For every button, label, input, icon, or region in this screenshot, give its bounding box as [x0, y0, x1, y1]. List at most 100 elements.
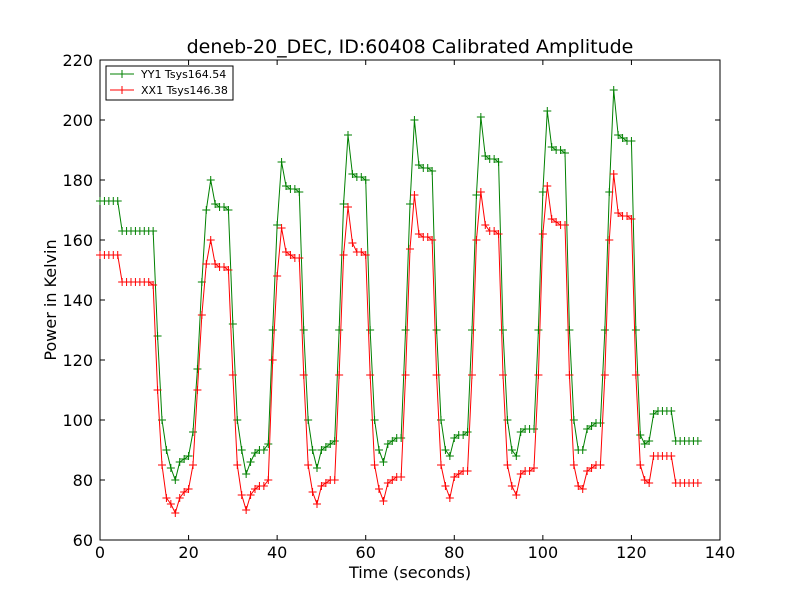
series-lines [96, 86, 702, 517]
data-point [189, 428, 197, 436]
data-point [494, 158, 503, 166]
x-tick-label: 20 [178, 543, 198, 562]
data-point [180, 488, 189, 496]
data-point [361, 251, 370, 259]
data-point [113, 251, 122, 259]
data-point [321, 479, 330, 487]
data-point [304, 461, 313, 469]
data-point [401, 326, 410, 334]
data-point [206, 176, 215, 184]
y-tick-label: 60 [73, 531, 93, 550]
data-point [321, 443, 330, 451]
data-point [667, 452, 676, 460]
data-point [189, 461, 197, 469]
data-point [282, 182, 290, 190]
x-tick-label: 80 [444, 543, 464, 562]
data-point [259, 482, 268, 490]
x-tick-label: 120 [616, 543, 647, 562]
data-point [228, 320, 237, 328]
x-axis-label: Time (seconds) [348, 563, 471, 582]
data-point [330, 476, 339, 484]
data-point [432, 371, 441, 379]
data-point [379, 458, 388, 466]
data-point [308, 488, 317, 496]
data-point [144, 278, 153, 286]
data-point [313, 500, 321, 508]
y-axis-label: Power in Kelvin [41, 239, 60, 360]
data-point [397, 473, 406, 481]
data-point [202, 260, 211, 268]
data-point [627, 215, 636, 223]
data-point [246, 491, 255, 499]
data-point [286, 251, 295, 259]
x-tick-label: 40 [267, 543, 287, 562]
data-point [534, 326, 543, 334]
data-point [543, 182, 552, 190]
y-tick-label: 100 [62, 411, 93, 430]
data-point [175, 458, 184, 466]
data-point [175, 494, 184, 502]
data-point [259, 446, 268, 454]
y-tick-label: 140 [62, 291, 93, 310]
x-tick-label: 60 [356, 543, 376, 562]
data-point [383, 479, 392, 487]
data-point [317, 446, 326, 454]
data-point [193, 386, 202, 394]
data-point [468, 326, 476, 334]
data-point [348, 170, 357, 178]
data-point [667, 407, 676, 415]
data-point [543, 107, 552, 115]
data-point [375, 485, 383, 493]
data-point [538, 188, 547, 196]
data-point [388, 437, 397, 445]
data-point [516, 428, 525, 436]
data-point [335, 371, 344, 379]
data-point [631, 371, 640, 379]
data-point [481, 152, 490, 160]
data-point [251, 485, 259, 493]
data-point [273, 221, 282, 229]
data-point [237, 446, 246, 454]
data-point [561, 149, 569, 157]
data-point [596, 419, 605, 427]
data-point [193, 365, 202, 373]
data-point [295, 188, 304, 196]
data-point [490, 155, 499, 163]
y-tick-label: 120 [62, 351, 93, 370]
data-point [414, 161, 423, 169]
series-2 [96, 170, 702, 517]
data-point [406, 200, 414, 208]
data-point [220, 203, 228, 211]
data-point [357, 248, 366, 256]
data-point [299, 371, 308, 379]
data-point [565, 326, 574, 334]
data-point [645, 479, 654, 487]
data-point [202, 206, 211, 214]
data-point [242, 506, 251, 514]
data-point [636, 431, 645, 439]
data-point [623, 212, 631, 220]
data-point [476, 188, 485, 196]
data-point [636, 461, 645, 469]
data-point [344, 131, 352, 139]
data-point [184, 452, 193, 460]
data-point [180, 455, 189, 463]
data-point [565, 371, 574, 379]
data-point [295, 254, 304, 262]
data-point [552, 218, 561, 226]
y-tick-label: 220 [62, 51, 93, 70]
data-point [463, 428, 472, 436]
data-point [113, 197, 122, 205]
data-point [366, 326, 375, 334]
data-point [693, 437, 702, 445]
data-point [574, 482, 583, 490]
data-point [224, 206, 233, 214]
data-point [441, 482, 450, 490]
data-point [609, 86, 618, 94]
data-point [268, 326, 277, 334]
data-point [516, 470, 525, 478]
legend-marker [118, 86, 126, 94]
data-point [268, 356, 277, 364]
data-point [410, 116, 419, 124]
